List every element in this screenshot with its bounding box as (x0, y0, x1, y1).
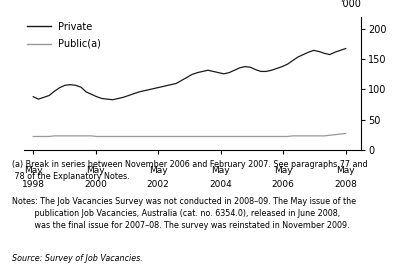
Text: 2002: 2002 (147, 180, 170, 189)
Text: May: May (274, 166, 293, 175)
Text: 2008: 2008 (334, 180, 357, 189)
Text: 1998: 1998 (22, 180, 45, 189)
Text: May: May (149, 166, 168, 175)
Text: May: May (87, 166, 105, 175)
Text: Public(a): Public(a) (58, 39, 100, 49)
Text: May: May (24, 166, 42, 175)
Text: 2000: 2000 (84, 180, 107, 189)
Text: '000: '000 (340, 0, 361, 9)
Text: Notes: The Job Vacancies Survey was not conducted in 2008–09. The May issue of t: Notes: The Job Vacancies Survey was not … (12, 197, 356, 230)
Text: May: May (211, 166, 230, 175)
Text: Private: Private (58, 21, 92, 32)
Text: May: May (336, 166, 355, 175)
Text: Source: Survey of Job Vacancies.: Source: Survey of Job Vacancies. (12, 254, 143, 263)
Text: 2006: 2006 (272, 180, 295, 189)
Text: 2004: 2004 (209, 180, 232, 189)
Text: (a) Break in series between November 2006 and February 2007. See paragraphs 77 a: (a) Break in series between November 200… (12, 160, 368, 181)
